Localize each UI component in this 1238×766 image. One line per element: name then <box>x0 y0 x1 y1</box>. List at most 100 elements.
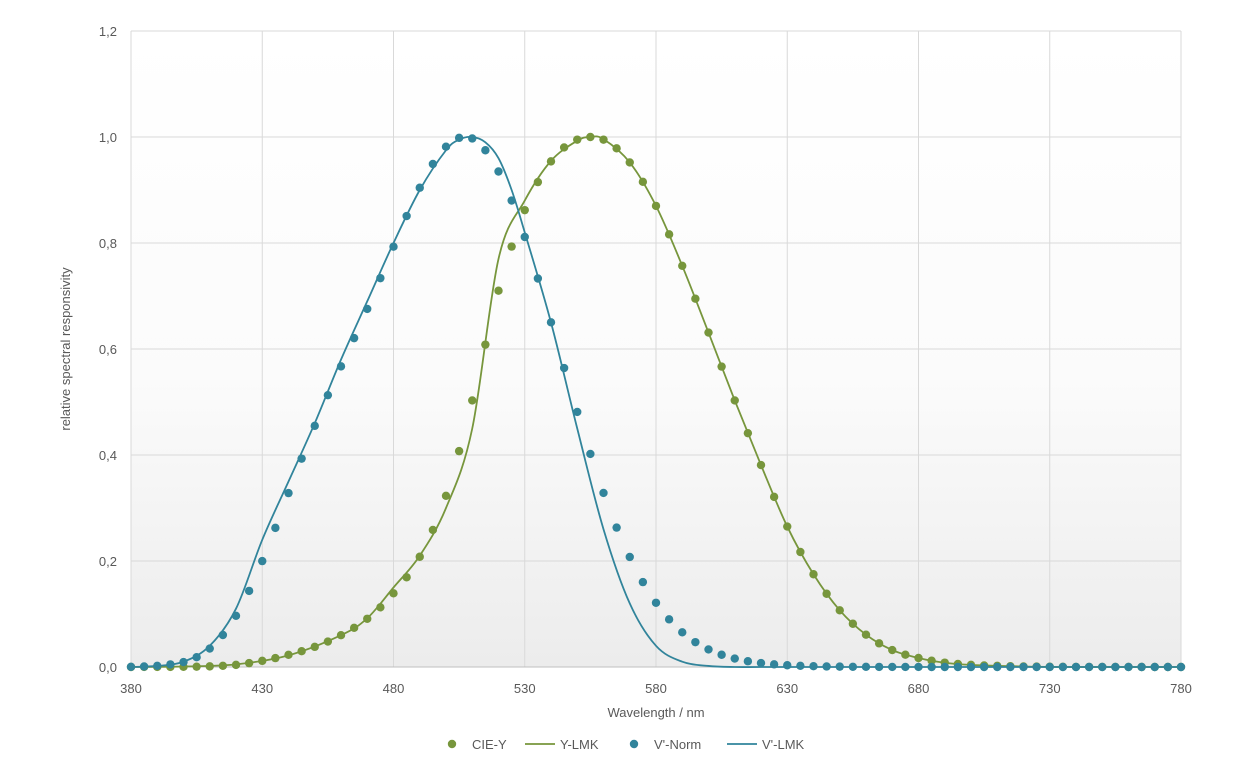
data-point-cie-y <box>507 242 516 251</box>
data-point-cie-y <box>415 552 424 561</box>
data-point-cie-y <box>284 650 293 660</box>
data-point-v-norm <box>730 654 739 663</box>
data-point-cie-y <box>454 446 464 456</box>
data-point-cie-y <box>704 328 713 337</box>
data-point-v-norm <box>415 183 424 192</box>
data-point-v-norm <box>139 662 149 671</box>
x-tick-label: 380 <box>120 681 142 696</box>
data-point-cie-y <box>533 177 543 187</box>
legend-label-v-lmk: V'-LMK <box>762 737 805 752</box>
data-point-cie-y <box>520 205 529 215</box>
data-point-v-norm <box>769 660 779 669</box>
data-point-cie-y <box>914 653 923 663</box>
x-tick-label: 680 <box>908 681 930 696</box>
data-point-cie-y <box>559 143 569 152</box>
data-point-cie-y <box>205 662 214 671</box>
data-point-v-norm <box>389 242 398 251</box>
data-point-v-norm <box>664 615 674 624</box>
data-point-cie-y <box>783 522 792 531</box>
data-point-v-norm <box>153 661 162 671</box>
data-point-cie-y <box>231 660 241 670</box>
data-point-cie-y <box>625 158 634 167</box>
y-tick-label: 1,2 <box>99 24 117 39</box>
data-point-v-norm <box>1006 662 1015 672</box>
data-point-cie-y <box>323 637 333 646</box>
data-point-v-norm <box>284 488 293 498</box>
data-point-cie-y <box>848 619 858 628</box>
data-point-cie-y <box>494 286 503 295</box>
data-point-v-norm <box>297 454 306 463</box>
data-point-v-norm <box>678 628 687 637</box>
data-point-cie-y <box>573 135 582 144</box>
x-tick-label: 730 <box>1039 681 1061 696</box>
y-tick-label: 0,0 <box>99 660 117 675</box>
data-point-v-norm <box>441 142 451 151</box>
legend-swatch-v-norm <box>629 739 639 749</box>
data-point-v-norm <box>363 304 372 314</box>
data-point-v-norm <box>1058 662 1068 672</box>
data-point-cie-y <box>389 589 398 598</box>
data-point-cie-y <box>888 645 897 655</box>
data-point-cie-y <box>363 614 372 623</box>
data-point-v-norm <box>258 556 267 566</box>
data-point-v-norm <box>993 662 1002 672</box>
legend: CIE-Y Y-LMK V'-Norm V'-LMK <box>447 737 805 752</box>
tick-labels: 380 430 480 530 580 630 680 730 780 0,0 0,2 0,4 0,6 0… <box>99 24 1192 696</box>
data-point-cie-y <box>901 650 910 659</box>
data-point-cie-y <box>861 630 871 639</box>
data-point-v-norm <box>901 662 910 672</box>
data-point-v-norm <box>533 274 543 283</box>
data-point-v-norm <box>481 146 490 155</box>
y-tick-label: 0,4 <box>99 448 117 463</box>
data-point-cie-y <box>874 639 884 648</box>
data-point-v-norm <box>1176 662 1186 672</box>
data-point-v-norm <box>231 611 241 621</box>
data-point-v-norm <box>573 407 582 417</box>
data-point-cie-y <box>586 132 595 142</box>
data-point-v-norm <box>888 662 897 672</box>
data-point-cie-y <box>717 362 726 371</box>
data-point-cie-y <box>664 230 674 239</box>
data-point-v-norm <box>1071 662 1081 672</box>
data-point-cie-y <box>612 144 621 153</box>
data-point-v-norm <box>336 362 346 371</box>
x-tick-label: 780 <box>1170 681 1192 696</box>
data-point-cie-y <box>428 525 438 535</box>
data-point-v-norm <box>796 661 805 671</box>
data-point-v-norm <box>1124 662 1133 672</box>
data-point-v-norm <box>1111 662 1120 672</box>
data-point-cie-y <box>244 658 254 668</box>
data-point-v-norm <box>1137 662 1146 672</box>
data-point-v-norm <box>468 134 477 143</box>
data-point-v-norm <box>861 662 871 672</box>
data-point-cie-y <box>349 623 359 633</box>
data-point-cie-y <box>730 396 739 405</box>
data-point-v-norm <box>1163 662 1173 672</box>
data-point-v-norm <box>310 421 319 431</box>
data-point-cie-y <box>678 261 687 270</box>
data-point-cie-y <box>481 340 490 349</box>
data-point-v-norm <box>1150 662 1159 672</box>
y-tick-label: 0,8 <box>99 236 117 251</box>
series-line-v-lmk <box>130 135 1181 668</box>
data-point-cie-y <box>297 647 306 656</box>
data-point-cie-y <box>927 656 936 665</box>
data-point-cie-y <box>336 631 346 640</box>
data-point-v-norm <box>349 333 359 343</box>
data-point-cie-y <box>441 491 451 501</box>
data-point-cie-y <box>691 294 700 303</box>
x-tick-label: 580 <box>645 681 667 696</box>
data-point-v-norm <box>914 662 923 672</box>
data-point-v-norm <box>520 232 529 242</box>
data-point-v-norm <box>402 211 411 221</box>
x-tick-label: 630 <box>776 681 798 696</box>
data-point-cie-y <box>835 606 844 615</box>
data-point-cie-y <box>796 547 805 557</box>
data-point-v-norm <box>966 662 976 672</box>
data-point-v-norm <box>192 652 201 662</box>
data-point-v-norm <box>599 488 608 498</box>
data-point-v-norm <box>625 552 634 562</box>
data-point-cie-y <box>271 653 280 663</box>
